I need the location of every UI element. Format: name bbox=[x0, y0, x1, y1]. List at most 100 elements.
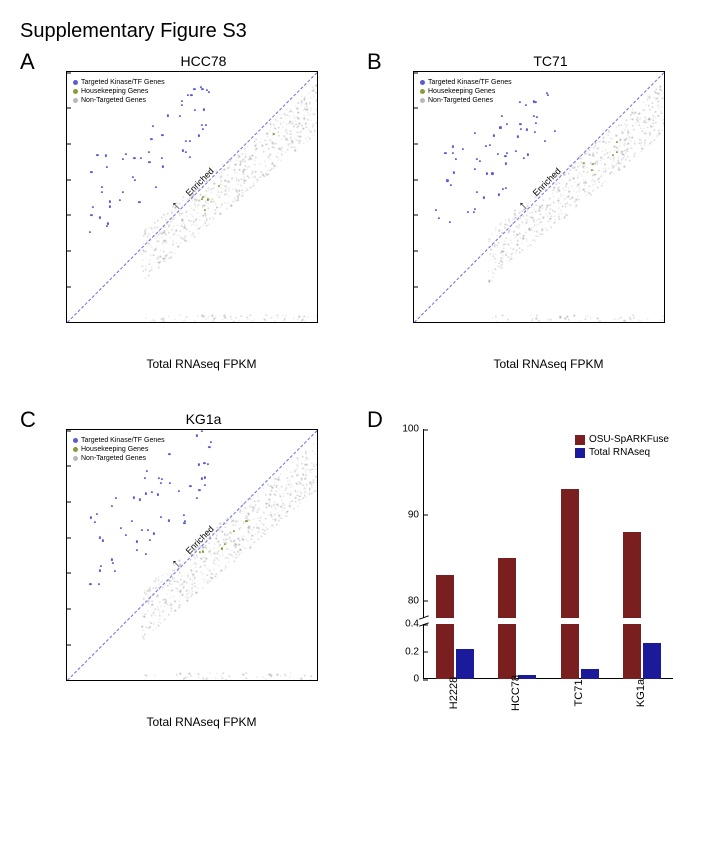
figure-grid: A HCC78 OSU-SpARKFuse FPKM Enriched ↑ Ta… bbox=[20, 53, 694, 729]
x-axis-label: Total RNAseq FPKM bbox=[66, 715, 337, 729]
bar-group bbox=[561, 489, 599, 679]
scatter-b: OSU-SpARKFuse FPKM Enriched ↑ Targeted K… bbox=[413, 71, 684, 371]
bar bbox=[623, 532, 641, 679]
x-tick: 10000 bbox=[317, 677, 318, 681]
legend-label: Non-Targeted Genes bbox=[428, 96, 493, 105]
legend-label: Non-Targeted Genes bbox=[81, 454, 146, 463]
x-tick: 1000 bbox=[275, 680, 288, 681]
y-tick: 10 bbox=[66, 568, 67, 577]
y-tick: 10000 bbox=[413, 103, 414, 112]
arrow-icon: ↑ bbox=[514, 197, 530, 213]
y-tick: 1000 bbox=[66, 497, 67, 506]
x-axis-label: Total RNAseq FPKM bbox=[66, 357, 337, 371]
bar-frame: OSU-SpARKFuseTotal RNAseq 809010000.20.4… bbox=[423, 429, 673, 679]
panel-title-a: HCC78 bbox=[60, 53, 347, 69]
diagonal-line bbox=[67, 431, 317, 681]
bar-legend: OSU-SpARKFuseTotal RNAseq bbox=[575, 433, 669, 459]
legend-label: Total RNAseq bbox=[589, 446, 650, 459]
panel-title-b: TC71 bbox=[407, 53, 694, 69]
bar-y-tick: 100 bbox=[402, 424, 423, 435]
bar-axis-left bbox=[423, 429, 424, 679]
panel-c: C KG1a OSU-SpARKFuse FPKM Enriched ↑ Tar… bbox=[20, 411, 347, 729]
y-tick: 1 bbox=[413, 246, 414, 255]
legend-dot-icon bbox=[73, 456, 78, 461]
legend-swatch-icon bbox=[575, 448, 585, 458]
bar-category-label: H2228 bbox=[448, 677, 460, 709]
legend-label: OSU-SpARKFuse bbox=[589, 433, 669, 446]
legend-label: Non-Targeted Genes bbox=[81, 96, 146, 105]
legend-dot-icon bbox=[73, 98, 78, 103]
legend-dot-icon bbox=[73, 438, 78, 443]
legend-dot-icon bbox=[420, 80, 425, 85]
y-tick: 1 bbox=[66, 604, 67, 613]
panel-letter-d: D bbox=[367, 407, 383, 433]
bar-category-label: HCC78 bbox=[510, 675, 522, 711]
bar bbox=[643, 643, 661, 679]
bar-y-tick: 80 bbox=[408, 595, 423, 606]
bar-group bbox=[623, 532, 661, 679]
legend-item: Targeted Kinase/TF Genes bbox=[73, 436, 165, 445]
legend-item: Targeted Kinase/TF Genes bbox=[73, 78, 165, 87]
bar-group bbox=[436, 575, 474, 679]
legend-label: Targeted Kinase/TF Genes bbox=[81, 78, 165, 87]
panel-d: D Reads Mapped to OSU- SpARKFuse Target … bbox=[367, 411, 694, 729]
legend-item: Housekeeping Genes bbox=[73, 87, 165, 96]
y-tick: 10 bbox=[413, 210, 414, 219]
scatter-c: OSU-SpARKFuse FPKM Enriched ↑ Targeted K… bbox=[66, 429, 337, 729]
legend-dot-icon bbox=[420, 89, 425, 94]
bar-category-label: TC71 bbox=[573, 680, 585, 707]
legend-dot-icon bbox=[73, 89, 78, 94]
y-tick: 100000 bbox=[413, 71, 414, 77]
x-tick: 10000 bbox=[664, 319, 665, 323]
legend-label: Housekeeping Genes bbox=[81, 445, 148, 454]
legend-dot-icon bbox=[73, 447, 78, 452]
y-tick: 1 bbox=[66, 246, 67, 255]
panel-b: B TC71 OSU-SpARKFuse FPKM Enriched ↑ Tar… bbox=[367, 53, 694, 371]
panel-letter-a: A bbox=[20, 49, 35, 75]
x-axis-label: Total RNAseq FPKM bbox=[413, 357, 684, 371]
legend-label: Housekeeping Genes bbox=[81, 87, 148, 96]
legend-dot-icon bbox=[73, 80, 78, 85]
y-tick: 0.1 bbox=[413, 282, 414, 291]
bar bbox=[436, 575, 454, 679]
x-tick: 1000 bbox=[275, 322, 288, 323]
legend-label: Targeted Kinase/TF Genes bbox=[81, 436, 165, 445]
legend-label: Targeted Kinase/TF Genes bbox=[428, 78, 512, 87]
plot-frame-a: Enriched ↑ Targeted Kinase/TF GenesHouse… bbox=[66, 71, 318, 323]
y-tick: 10 bbox=[66, 210, 67, 219]
legend-item: Housekeeping Genes bbox=[73, 445, 165, 454]
y-tick: 0.1 bbox=[66, 282, 67, 291]
plot-frame-b: Enriched ↑ Targeted Kinase/TF GenesHouse… bbox=[413, 71, 665, 323]
y-tick: 100000 bbox=[66, 429, 67, 435]
panel-letter-b: B bbox=[367, 49, 382, 75]
bar bbox=[561, 489, 579, 679]
bar-legend-item: OSU-SpARKFuse bbox=[575, 433, 669, 446]
bar-category-label: KG1a bbox=[635, 679, 647, 707]
panel-letter-c: C bbox=[20, 407, 36, 433]
bar-y-tick: 0.4 bbox=[405, 619, 423, 630]
legend-item: Non-Targeted Genes bbox=[420, 96, 512, 105]
legend-item: Targeted Kinase/TF Genes bbox=[420, 78, 512, 87]
legend-label: Housekeeping Genes bbox=[428, 87, 495, 96]
y-tick: 10000 bbox=[66, 103, 67, 112]
y-tick: 10000 bbox=[66, 461, 67, 470]
panel-title-c: KG1a bbox=[60, 411, 347, 427]
bar-legend-item: Total RNAseq bbox=[575, 446, 669, 459]
bar bbox=[581, 669, 599, 679]
bar-y-tick: 0 bbox=[413, 674, 423, 685]
y-tick: 0.1 bbox=[66, 640, 67, 649]
figure-title: Supplementary Figure S3 bbox=[20, 20, 694, 43]
scatter-legend: Targeted Kinase/TF GenesHousekeeping Gen… bbox=[73, 436, 165, 463]
y-tick: 0.01 bbox=[66, 318, 67, 324]
bar-y-tick: 0.2 bbox=[405, 646, 423, 657]
scatter-a: OSU-SpARKFuse FPKM Enriched ↑ Targeted K… bbox=[66, 71, 337, 371]
y-tick: 1000 bbox=[66, 139, 67, 148]
bar-chart: Reads Mapped to OSU- SpARKFuse Target Re… bbox=[423, 429, 684, 679]
legend-swatch-icon bbox=[575, 435, 585, 445]
legend-item: Non-Targeted Genes bbox=[73, 96, 165, 105]
y-tick: 0.01 bbox=[66, 676, 67, 682]
panel-a: A HCC78 OSU-SpARKFuse FPKM Enriched ↑ Ta… bbox=[20, 53, 347, 371]
x-tick: 10000 bbox=[317, 319, 318, 323]
y-tick: 100 bbox=[66, 533, 67, 542]
y-tick: 1000 bbox=[413, 139, 414, 148]
